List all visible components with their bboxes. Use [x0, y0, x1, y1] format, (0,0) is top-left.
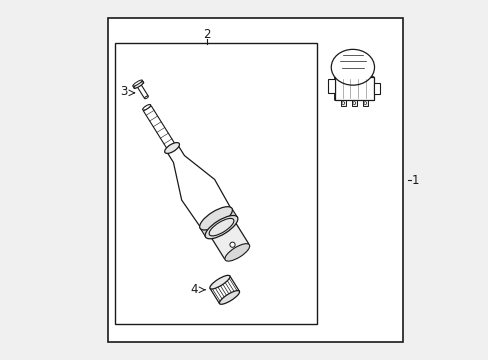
- Bar: [115, 43, 316, 324]
- Text: 4: 4: [190, 283, 197, 296]
- Ellipse shape: [133, 80, 142, 86]
- Polygon shape: [143, 106, 174, 148]
- Ellipse shape: [209, 275, 229, 289]
- Ellipse shape: [199, 207, 232, 230]
- Ellipse shape: [144, 96, 148, 99]
- Bar: [351, 100, 356, 107]
- Ellipse shape: [209, 219, 233, 236]
- Text: 1: 1: [411, 174, 418, 186]
- Circle shape: [352, 102, 355, 104]
- Circle shape: [229, 242, 235, 247]
- Bar: [340, 100, 345, 107]
- Ellipse shape: [164, 143, 179, 153]
- Ellipse shape: [205, 216, 238, 239]
- Polygon shape: [133, 80, 143, 89]
- Bar: [362, 100, 367, 107]
- Circle shape: [341, 102, 344, 104]
- Ellipse shape: [142, 104, 150, 110]
- Circle shape: [363, 102, 366, 104]
- Text: 3: 3: [120, 85, 127, 98]
- Bar: [334, 77, 373, 100]
- Polygon shape: [200, 208, 237, 237]
- Ellipse shape: [330, 49, 374, 85]
- Polygon shape: [209, 276, 239, 303]
- Ellipse shape: [219, 291, 239, 304]
- Bar: [107, 18, 402, 342]
- Bar: [328, 79, 334, 93]
- Bar: [373, 83, 379, 94]
- Ellipse shape: [224, 244, 249, 261]
- Polygon shape: [137, 85, 148, 98]
- Text: 2: 2: [203, 28, 210, 41]
- Polygon shape: [334, 74, 373, 100]
- Ellipse shape: [134, 82, 143, 88]
- Polygon shape: [209, 220, 248, 259]
- Polygon shape: [166, 145, 233, 232]
